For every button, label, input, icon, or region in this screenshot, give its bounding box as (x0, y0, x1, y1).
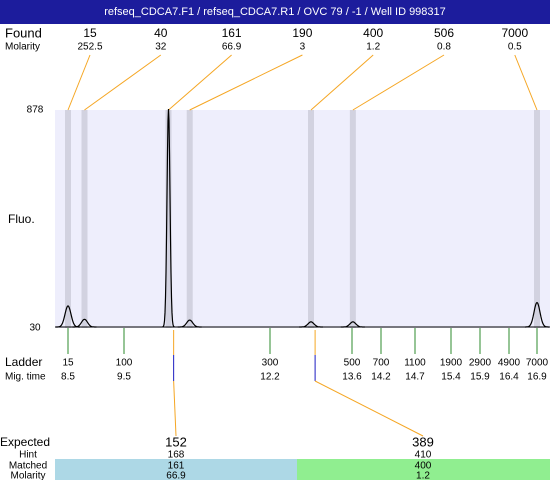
trace-peak (177, 319, 202, 328)
mig-time: 16.4 (499, 372, 519, 383)
y-tick-label: 30 (29, 323, 41, 334)
connector (168, 54, 232, 111)
connector (514, 54, 538, 111)
peak-band (349, 110, 356, 328)
molarity-label: Molarity (5, 42, 40, 53)
found-size: 400 (363, 26, 383, 40)
trace-peak (340, 321, 365, 328)
peak-band (534, 110, 540, 328)
mig-time: 13.6 (342, 372, 362, 383)
connector (189, 54, 303, 111)
y-axis-label: Fluo. (8, 212, 35, 226)
molarity-label: Molarity (10, 471, 45, 480)
ladder-size: 7000 (526, 358, 549, 369)
peak-band (81, 110, 88, 328)
mig-time: 9.5 (117, 372, 131, 383)
peak-band (65, 110, 71, 328)
trace-peak (525, 301, 549, 328)
expected-label: Expected (0, 435, 50, 449)
mig-time: 15.4 (441, 372, 461, 383)
found-size: 190 (292, 26, 312, 40)
found-size: 7000 (501, 26, 528, 40)
ladder-size: 500 (344, 358, 361, 369)
found-molarity: 252.5 (77, 42, 102, 53)
trace-peak (162, 108, 175, 328)
title: refseq_CDCA7.F1 / refseq_CDCA7.R1 / OVC … (104, 6, 446, 18)
connector (84, 54, 162, 111)
molarity-value: 66.9 (166, 471, 186, 480)
hint-value: 168 (168, 450, 185, 461)
found-molarity: 3 (300, 42, 306, 53)
connector (173, 380, 177, 437)
trace-peak (299, 321, 323, 328)
found-molarity: 1.2 (366, 42, 380, 53)
found-size: 506 (434, 26, 454, 40)
found-molarity: 0.5 (508, 42, 522, 53)
matched-value: 161 (168, 461, 185, 472)
connector (314, 380, 424, 437)
mig-time: 15.9 (470, 372, 490, 383)
molarity-value: 1.2 (416, 471, 430, 480)
ladder-size: 4900 (498, 358, 521, 369)
found-size: 15 (83, 26, 97, 40)
found-molarity: 66.9 (222, 42, 242, 53)
peak-band (186, 110, 193, 328)
mig-time: 14.2 (371, 372, 391, 383)
column-bg (297, 459, 550, 480)
title-bar (0, 0, 550, 24)
mig-time: 16.9 (527, 372, 547, 383)
ladder-size: 100 (116, 358, 133, 369)
found-molarity: 32 (155, 42, 167, 53)
ladder-size: 1900 (440, 358, 463, 369)
hint-label: Hint (19, 450, 37, 461)
peak-band (308, 110, 314, 328)
plot-area (55, 110, 550, 328)
expected-size: 152 (165, 434, 187, 449)
peak-band (165, 110, 172, 328)
y-tick-label: 878 (27, 105, 44, 116)
matched-label: Matched (9, 461, 47, 472)
ladder-size: 2900 (469, 358, 492, 369)
connector (310, 54, 374, 111)
ladder-label: Ladder (5, 355, 42, 369)
connector (352, 54, 445, 111)
mig-time: 12.2 (260, 372, 280, 383)
mig-time: 14.7 (405, 372, 425, 383)
found-label: Found (5, 25, 42, 40)
found-molarity: 0.8 (437, 42, 451, 53)
found-size: 40 (154, 26, 168, 40)
mig-time-label: Mig. time (5, 372, 46, 383)
ladder-size: 700 (373, 358, 390, 369)
column-bg (55, 459, 297, 480)
ladder-size: 300 (262, 358, 279, 369)
found-size: 161 (222, 26, 242, 40)
mig-time: 8.5 (61, 372, 75, 383)
trace-peak (72, 318, 97, 328)
expected-size: 389 (412, 434, 434, 449)
connector (67, 54, 91, 111)
matched-value: 400 (415, 461, 432, 472)
hint-value: 410 (415, 450, 432, 461)
ladder-size: 15 (62, 358, 74, 369)
ladder-size: 1100 (404, 358, 426, 369)
